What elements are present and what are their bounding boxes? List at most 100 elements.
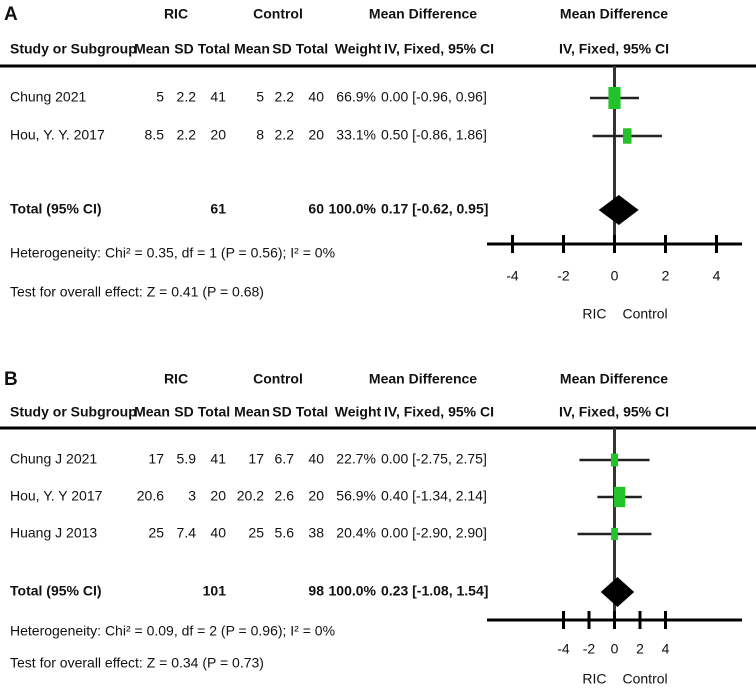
total-md: 0.17 [-0.62, 0.95] — [381, 201, 488, 217]
overall-effect: Test for overall effect: Z = 0.41 (P = 0… — [10, 284, 264, 300]
column-header: Weight — [335, 404, 382, 420]
weight-cell: 22.7% — [336, 451, 376, 467]
x-axis-label: Control — [623, 671, 668, 687]
md-cell: 0.50 [-0.86, 1.86] — [381, 127, 487, 143]
reference-line — [613, 66, 616, 244]
study-square — [622, 128, 632, 144]
x-axis-label: Control — [623, 306, 668, 322]
x-tick-label: 0 — [611, 641, 619, 657]
weight-cell: 33.1% — [336, 127, 376, 143]
heterogeneity: Heterogeneity: Chi² = 0.35, df = 1 (P = … — [10, 245, 335, 261]
column-header: Total — [198, 404, 230, 420]
overall-effect: Test for overall effect: Z = 0.34 (P = 0… — [10, 655, 264, 671]
total-diamond — [600, 577, 635, 607]
x-tick — [562, 235, 565, 253]
md-cell: 0.00 [-0.96, 0.96] — [381, 89, 487, 105]
x-tick-label: 2 — [662, 268, 670, 284]
x-tick-label: 4 — [662, 641, 670, 657]
column-header: Mean — [234, 41, 270, 57]
ric-cell: 2.2 — [177, 127, 197, 143]
column-header: IV, Fixed, 95% CI — [559, 41, 669, 57]
x-tick — [587, 611, 591, 629]
x-axis-label: RIC — [582, 671, 606, 687]
column-header: Study or Subgroup — [10, 404, 137, 420]
column-header: IV, Fixed, 95% CI — [384, 404, 494, 420]
ric-cell: 40 — [210, 525, 226, 541]
x-tick-label: -4 — [557, 641, 570, 657]
control-cell: 20 — [308, 127, 324, 143]
control-cell: 2.2 — [275, 89, 295, 105]
ric-cell: 25 — [148, 525, 164, 541]
ric-cell: 7.4 — [177, 525, 197, 541]
study-name: Chung J 2021 — [10, 451, 97, 467]
x-tick-label: 2 — [636, 641, 644, 657]
total-control: 60 — [308, 201, 324, 217]
weight-cell: 56.9% — [336, 488, 376, 504]
column-header: Total — [296, 41, 328, 57]
group-header: Mean Difference — [560, 371, 668, 387]
group-header: Control — [253, 371, 303, 387]
x-axis-label: RIC — [582, 306, 606, 322]
total-md: 0.23 [-1.08, 1.54] — [381, 583, 488, 599]
ric-cell: 20 — [210, 488, 226, 504]
column-header: Total — [198, 41, 230, 57]
ric-cell: 17 — [148, 451, 164, 467]
x-tick-label: 4 — [713, 268, 721, 284]
column-header: Total — [296, 404, 328, 420]
control-cell: 5.6 — [275, 525, 295, 541]
control-cell: 6.7 — [275, 451, 295, 467]
x-tick — [613, 611, 616, 629]
total-weight: 100.0% — [329, 583, 377, 599]
study-square — [611, 527, 618, 541]
heterogeneity: Heterogeneity: Chi² = 0.09, df = 2 (P = … — [10, 623, 335, 639]
total-weight: 100.0% — [329, 201, 377, 217]
study-square — [608, 86, 621, 110]
column-header: SD — [174, 404, 193, 420]
total-ric: 61 — [210, 201, 226, 217]
study-name: Huang J 2013 — [10, 525, 97, 541]
ric-cell: 41 — [210, 451, 226, 467]
control-cell: 40 — [308, 451, 324, 467]
x-tick-label: -2 — [583, 641, 596, 657]
study-name: Hou, Y. Y. 2017 — [10, 127, 105, 143]
group-header: Control — [253, 6, 303, 22]
md-cell: 0.40 [-1.34, 2.14] — [381, 488, 487, 504]
column-header: SD — [272, 404, 291, 420]
ric-cell: 41 — [210, 89, 226, 105]
reference-line — [613, 428, 616, 620]
md-cell: 0.00 [-2.90, 2.90] — [381, 525, 487, 541]
control-cell: 25 — [248, 525, 264, 541]
total-diamond — [598, 195, 639, 225]
header-rule — [0, 426, 756, 430]
group-header: Mean Difference — [369, 371, 477, 387]
column-header: SD — [272, 41, 291, 57]
column-header: SD — [174, 41, 193, 57]
md-cell: 0.00 [-2.75, 2.75] — [381, 451, 487, 467]
x-tick — [511, 235, 514, 253]
total-name: Total (95% CI) — [10, 201, 102, 217]
control-cell: 40 — [308, 89, 324, 105]
control-cell: 20.2 — [237, 488, 264, 504]
x-tick — [638, 611, 642, 629]
total-control: 98 — [308, 583, 324, 599]
control-cell: 38 — [308, 525, 324, 541]
group-header: Mean Difference — [560, 6, 668, 22]
column-header: Mean — [234, 404, 270, 420]
group-header: RIC — [164, 6, 188, 22]
control-cell: 5 — [256, 89, 264, 105]
x-tick-label: -4 — [506, 268, 519, 284]
study-square — [610, 453, 619, 467]
weight-cell: 66.9% — [336, 89, 376, 105]
group-header: Mean Difference — [369, 6, 477, 22]
x-tick — [715, 235, 718, 253]
control-cell: 2.6 — [275, 488, 295, 504]
study-square — [613, 486, 626, 508]
control-cell: 8 — [256, 127, 264, 143]
x-tick — [613, 235, 616, 253]
column-header: Study or Subgroup — [10, 41, 137, 57]
column-header: Mean — [134, 41, 170, 57]
column-header: Mean — [134, 404, 170, 420]
ric-cell: 5.9 — [177, 451, 197, 467]
column-header: Weight — [335, 41, 382, 57]
control-cell: 20 — [308, 488, 324, 504]
